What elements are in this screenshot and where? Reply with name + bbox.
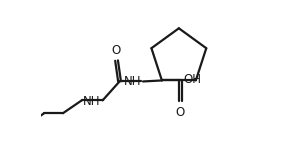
Text: OH: OH: [183, 73, 201, 86]
Text: O: O: [175, 106, 184, 119]
Text: NH: NH: [83, 95, 101, 108]
Text: NH: NH: [124, 75, 142, 88]
Text: O: O: [111, 44, 120, 57]
